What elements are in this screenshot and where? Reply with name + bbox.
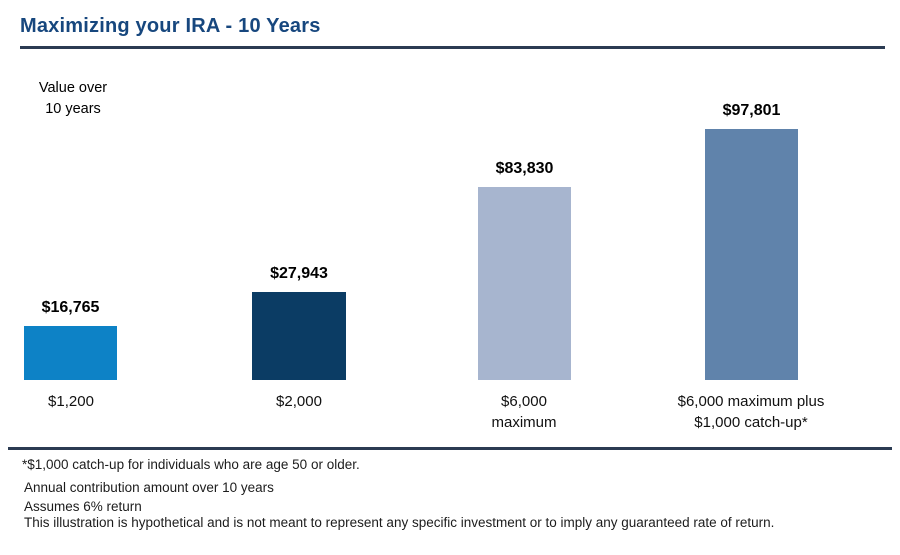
bar-value-label: $27,943	[270, 265, 328, 282]
page-title: Maximizing your IRA - 10 Years	[20, 15, 321, 37]
x-axis-label-2000: $2,000	[169, 391, 429, 412]
x-label-line: maximum	[491, 414, 557, 431]
bar-1200	[24, 326, 117, 380]
x-axis-label-6000-max: $6,000 maximum	[394, 391, 654, 433]
y-axis-note: Value over 10 years	[28, 78, 118, 120]
x-label-line: $2,000	[276, 393, 322, 410]
bar-group-6000-max: $83,830	[478, 160, 571, 380]
x-label-line: $6,000 maximum plus	[677, 393, 825, 410]
bar-2000	[252, 292, 346, 380]
footnote-catch-up: *$1,000 catch-up for individuals who are…	[22, 457, 360, 472]
x-label-line: $1,000 catch-up*	[694, 414, 808, 431]
bar-value-label: $16,765	[41, 299, 100, 316]
x-label-line: $1,200	[48, 393, 94, 410]
x-axis-label-6000-catchup: $6,000 maximum plus $1,000 catch-up*	[621, 391, 881, 433]
x-label-line: $6,000	[501, 393, 547, 410]
footer-divider	[8, 447, 892, 450]
footnote-return-rate: Assumes 6% return	[24, 499, 142, 514]
y-axis-note-line2: 10 years	[45, 101, 101, 117]
footnote-disclaimer: This illustration is hypothetical and is…	[24, 515, 775, 530]
bar-group-1200: $16,765	[24, 299, 117, 380]
title-divider	[20, 46, 885, 49]
bar-group-6000-catchup: $97,801	[705, 102, 798, 380]
bar-group-2000: $27,943	[252, 265, 346, 380]
y-axis-note-line1: Value over	[38, 80, 108, 96]
bar-6000-max	[478, 187, 571, 380]
footnote-contribution: Annual contribution amount over 10 years	[24, 480, 274, 495]
bar-value-label: $83,830	[495, 160, 554, 177]
bar-6000-catchup	[705, 129, 798, 380]
bar-value-label: $97,801	[722, 102, 781, 119]
x-axis-label-1200: $1,200	[0, 391, 201, 412]
